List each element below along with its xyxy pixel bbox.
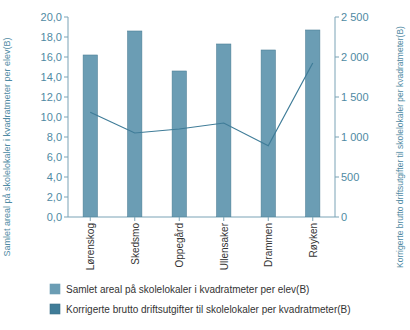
y-tick-label: 16,0 — [41, 51, 62, 63]
bar — [172, 71, 186, 217]
y2-tick — [335, 177, 339, 178]
y-tick — [64, 37, 68, 38]
bar — [83, 55, 97, 217]
y-tick-label: 10,0 — [41, 111, 62, 123]
y-tick — [64, 217, 68, 218]
legend-label: Samlet areal på skolelokaler i kvadratme… — [66, 284, 309, 295]
bar — [128, 31, 142, 217]
y-tick — [64, 17, 68, 18]
y-tick — [64, 57, 68, 58]
y-tick — [64, 137, 68, 138]
bar — [261, 50, 275, 217]
y2-tick-label: 1 000 — [341, 131, 369, 143]
y-tick-label: 20,0 — [41, 11, 62, 23]
bar — [306, 30, 320, 217]
y-tick-label: 4,0 — [47, 171, 62, 183]
y2-tick — [335, 57, 339, 58]
x-tick — [268, 217, 269, 221]
y2-tick-label: 2 000 — [341, 51, 369, 63]
y2-tick-label: 500 — [341, 171, 359, 183]
x-tick — [179, 217, 180, 221]
x-tick-label: Skedsmo — [130, 223, 141, 265]
y-tick-label: 12,0 — [41, 91, 62, 103]
y2-tick-label: 1 500 — [341, 91, 369, 103]
x-tick-label: Ullensaker — [219, 222, 230, 270]
plot-marks — [83, 30, 320, 217]
y2-tick — [335, 97, 339, 98]
y-tick — [64, 157, 68, 158]
y-tick-label: 2,0 — [47, 191, 62, 203]
y-tick-label: 18,0 — [41, 31, 62, 43]
y-tick — [64, 177, 68, 178]
x-tick — [90, 217, 91, 221]
x-tick — [223, 217, 224, 221]
y-tick — [64, 117, 68, 118]
y2-axis-title: Korrigerte brutto driftsutgifter til sko… — [395, 26, 405, 268]
line — [90, 63, 313, 146]
y-tick — [64, 77, 68, 78]
y2-tick-label: 2 500 — [341, 11, 369, 23]
y-tick-label: 14,0 — [41, 71, 62, 83]
x-axis — [68, 217, 335, 218]
y2-tick — [335, 217, 339, 218]
y-tick-label: 0,0 — [47, 211, 62, 223]
y-tick-label: 6,0 — [47, 151, 62, 163]
y-tick — [64, 197, 68, 198]
chart: 0,0 2,0 4,0 6,0 8,0 10,0 12,0 14,0 16,0 18,0 20,0 0… — [0, 0, 410, 330]
y-tick — [64, 97, 68, 98]
y2-tick — [335, 137, 339, 138]
x-tick — [134, 217, 135, 221]
y-axis-title: Samlet areal på skolelokaler i kvadratme… — [2, 37, 12, 256]
y2-tick-label: 0 — [341, 211, 347, 223]
y2-axis — [335, 17, 336, 217]
x-tick-label: Røyken — [308, 223, 319, 257]
bar — [217, 44, 231, 217]
x-tick-label: Lørenskog — [85, 223, 96, 270]
x-tick-label: Oppegård — [174, 223, 185, 267]
legend-swatch — [50, 284, 60, 294]
y-tick-label: 8,0 — [47, 131, 62, 143]
x-tick-label: Drammen — [263, 223, 274, 267]
legend-swatch — [50, 304, 60, 314]
legend-label: Korrigerte brutto driftsutgifter til sko… — [66, 304, 351, 315]
y2-tick — [335, 17, 339, 18]
x-tick — [312, 217, 313, 221]
